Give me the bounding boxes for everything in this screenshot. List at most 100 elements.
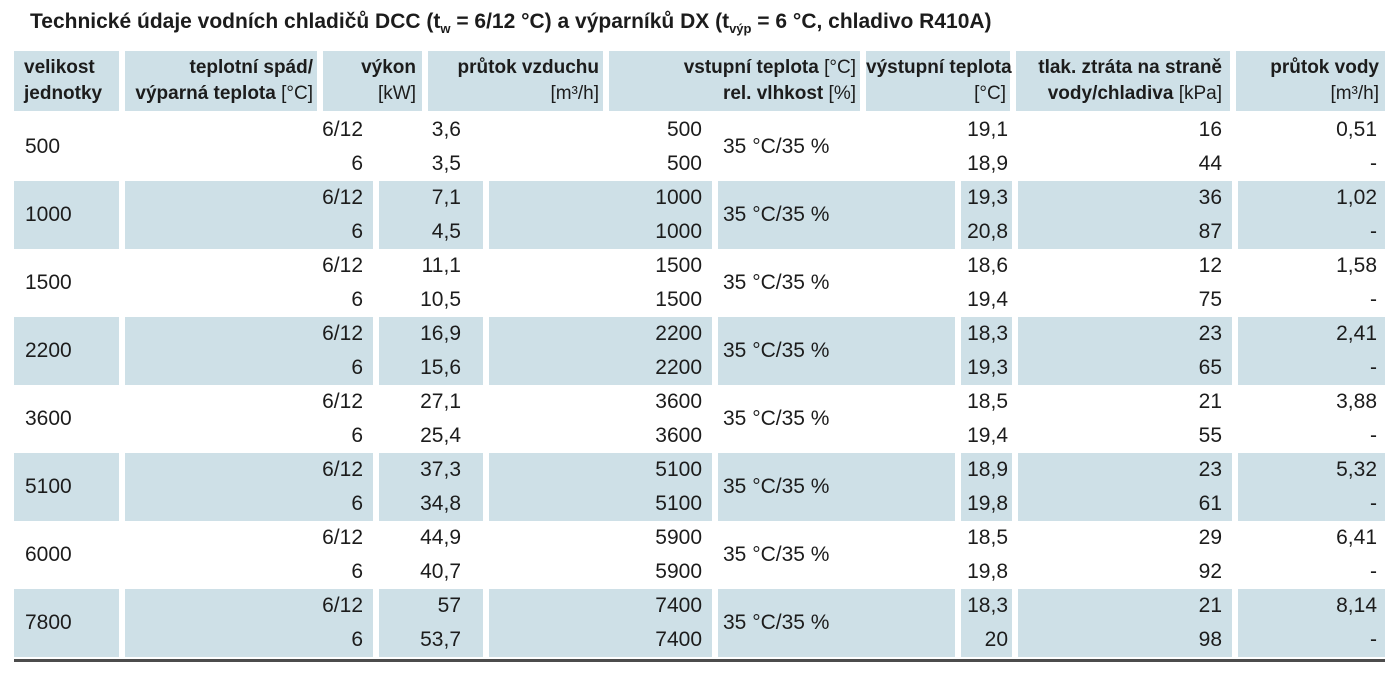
cell-tlak-ztrata-value: 55 — [1198, 424, 1222, 448]
cell-vystupni-teplota-value: 18,9 — [967, 152, 1008, 176]
cell-vystupni-teplota-value: 18,3 — [967, 594, 1008, 618]
cell-prutok-vody: 1,58 - — [1238, 249, 1385, 317]
cell-tlak-ztrata-value: 65 — [1198, 356, 1222, 380]
header-vstupni-teplota: vstupní teplota [°C] rel. vlhkost [%] — [609, 51, 860, 112]
table-row-500: 500 6/12 6 3,6 3,5 500 500 35 °C/35 % 19,1 18,9 16… — [14, 113, 1385, 181]
cell-vykon-value: 4,5 — [431, 220, 461, 244]
cell-teplotni-spad-value: 6/12 — [322, 118, 363, 142]
header-tlak-ztrata: tlak. ztráta na straně vody/chladiva [kPa… — [1016, 51, 1230, 112]
cell-prutok-vody: 1,02 - — [1238, 181, 1385, 250]
cell-tlak-ztrata-value: 29 — [1198, 526, 1222, 550]
header-line: rel. vlhkost [%] — [609, 81, 856, 107]
table-header-row: velikost jednotky teplotní spád/výparná te… — [14, 51, 1385, 112]
cell-tlak-ztrata: 36 87 — [1018, 181, 1232, 250]
cell-tlak-ztrata-value: 12 — [1198, 254, 1222, 278]
cell-prutok-vzduchu-value: 1500 — [655, 254, 702, 278]
cell-prutok-vody-value: 1,58 — [1336, 254, 1377, 278]
cell-teplotni-spad-value: 6 — [351, 152, 363, 176]
header-unit: [%] — [828, 83, 856, 105]
cell-vykon-value: 37,3 — [420, 458, 461, 482]
table-bottom-rule — [14, 659, 1385, 663]
cell-prutok-vzduchu-value: 7400 — [655, 594, 702, 618]
cell-teplotni-spad-value: 6/12 — [322, 254, 363, 278]
cell-vystupni-teplota-value: 20 — [984, 628, 1008, 652]
cell-tlak-ztrata: 29 92 — [1018, 521, 1232, 589]
cell-tlak-ztrata-value: 92 — [1198, 560, 1222, 584]
cell-prutok-vzduchu-value: 2200 — [655, 356, 702, 380]
cell-prutok-vzduchu-value: 1500 — [655, 288, 702, 312]
cell-prutok-vody-value: - — [1370, 424, 1377, 448]
cell-vstupni-teplota: 35 °C/35 % — [723, 271, 830, 295]
header-unit: [°C] — [824, 57, 856, 79]
cell-prutok-vody-value: - — [1370, 628, 1377, 652]
cell-vykon-value: 15,6 — [420, 356, 461, 380]
title-subscript-vyp: výp — [729, 21, 752, 37]
cell-prutok-vzduchu: 1000 1000 — [489, 181, 712, 250]
cell-vykon-value: 44,9 — [420, 526, 461, 550]
header-line: [m³/h] — [1236, 81, 1379, 107]
cell-vystupni-teplota-value: 18,5 — [967, 390, 1008, 414]
cell-vystupni-teplota: 18,3 19,3 — [961, 317, 1012, 386]
cell-prutok-vody: 2,41 - — [1238, 317, 1385, 386]
header-unit: [°C] — [281, 83, 313, 105]
header-label: teplotní spád/ — [189, 57, 314, 79]
cell-prutok-vody-value: 5,32 — [1336, 458, 1377, 482]
cell-vstupni-teplota: 35 °C/35 % — [723, 407, 830, 431]
header-line: [m³/h] — [428, 81, 599, 107]
cell-teplotni-spad: 6/12 6 — [125, 113, 373, 181]
cell-vstupni-teplota: 35 °C/35 % — [723, 135, 830, 159]
cell-tlak-ztrata-value: 16 — [1198, 118, 1222, 142]
cell-prutok-vody-value: - — [1370, 220, 1377, 244]
cell-vstupni-teplota: 35 °C/35 % — [718, 589, 955, 658]
cell-prutok-vzduchu-value: 2200 — [655, 322, 702, 346]
cell-teplotni-spad-value: 6/12 — [322, 186, 363, 210]
cell-prutok-vzduchu-value: 1000 — [655, 220, 702, 244]
cell-vystupni-teplota-value: 18,6 — [967, 254, 1008, 278]
header-line: velikost — [24, 55, 119, 81]
cell-teplotni-spad-value: 6 — [351, 220, 363, 244]
header-label: velikost — [24, 57, 95, 79]
cell-vystupni-teplota: 18,3 20 — [961, 589, 1012, 658]
cell-vykon: 44,9 40,7 — [379, 521, 483, 589]
title-text-3: = 6 °C, chladivo R410A) — [751, 10, 992, 33]
cell-prutok-vzduchu: 2200 2200 — [489, 317, 712, 386]
cell-vystupni-teplota-value: 20,8 — [967, 220, 1008, 244]
cell-prutok-vzduchu: 3600 3600 — [489, 385, 712, 453]
cell-unit-size: 2200 — [14, 317, 119, 386]
cell-vystupni-teplota-value: 19,3 — [967, 356, 1008, 380]
header-label: vody/chladiva — [1047, 83, 1179, 105]
cell-teplotni-spad-value: 6/12 — [322, 458, 363, 482]
cell-prutok-vzduchu: 1500 1500 — [489, 249, 712, 317]
cell-vystupni-teplota-value: 19,4 — [967, 424, 1008, 448]
cell-vystupni-teplota: 19,1 18,9 — [961, 113, 1012, 181]
cell-vystupni-teplota: 19,3 20,8 — [961, 181, 1012, 250]
header-line: teplotní spád/ — [125, 55, 314, 81]
cell-vykon-value: 3,5 — [431, 152, 461, 176]
cell-prutok-vody: 8,14 - — [1238, 589, 1385, 658]
cell-teplotni-spad-value: 6 — [351, 424, 363, 448]
cell-vykon-value: 3,6 — [431, 118, 461, 142]
cell-teplotni-spad: 6/12 6 — [125, 589, 373, 658]
cell-prutok-vzduchu-value: 1000 — [655, 186, 702, 210]
header-line: výparná teplota [°C] — [125, 81, 313, 107]
cell-teplotni-spad-value: 6/12 — [322, 594, 363, 618]
header-vykon: výkon [kW] — [323, 51, 422, 112]
cell-tlak-ztrata: 23 65 — [1018, 317, 1232, 386]
cell-vystupni-teplota-value: 18,9 — [967, 458, 1008, 482]
header-line: vstupní teplota [°C] — [609, 55, 856, 81]
cell-vykon-value: 16,9 — [420, 322, 461, 346]
cell-teplotni-spad-value: 6 — [351, 560, 363, 584]
header-unit: [m³/h] — [1330, 83, 1379, 105]
cell-vystupni-teplota-value: 19,4 — [967, 288, 1008, 312]
cell-prutok-vody-value: - — [1370, 288, 1377, 312]
cell-unit-size: 1000 — [14, 181, 119, 250]
cell-vstupni-teplota: 35 °C/35 % — [718, 181, 955, 250]
header-line: tlak. ztráta na straně — [1016, 55, 1222, 81]
cell-prutok-vody-value: - — [1370, 152, 1377, 176]
cell-tlak-ztrata-value: 36 — [1198, 186, 1222, 210]
header-label: výstupní teplota — [866, 57, 1012, 79]
header-line: [°C] — [866, 81, 1006, 107]
header-unit: [°C] — [974, 83, 1006, 105]
header-label: průtok vzduchu — [457, 57, 599, 79]
cell-tlak-ztrata-value: 75 — [1198, 288, 1222, 312]
